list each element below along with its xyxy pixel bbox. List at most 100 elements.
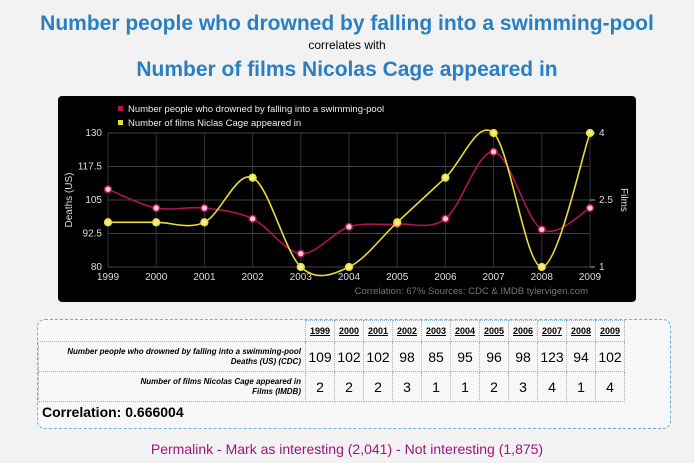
drownings-cell: 94 (566, 341, 596, 372)
drownings-cell: 85 (421, 341, 451, 372)
table-row-films: Number of films Nicolas Cage appeared in… (38, 371, 625, 402)
films-cell: 2 (305, 371, 335, 402)
chart-credit: Correlation: 67% Sources: CDC & IMDB tyl… (355, 286, 588, 297)
films-cell: 1 (421, 371, 451, 402)
chart-title-connector: correlates with (308, 38, 386, 52)
year-header: 2005 (479, 320, 509, 342)
link-separator: - (213, 441, 226, 457)
films-cell: 4 (595, 371, 625, 402)
x-tick-label: 2003 (290, 272, 313, 283)
films-cell: 3 (508, 371, 538, 402)
legend-swatch (118, 106, 123, 111)
y-tick-label: 80 (91, 262, 103, 273)
chart-panel: 80 92.5 105 117.5 130 1999 2000 2001 2002 2003 200… (58, 96, 636, 302)
chart-title-line3: Number of films Nicolas Cage appeared in (136, 58, 558, 81)
x-tick-label: 1999 (97, 272, 120, 283)
films-cell: 4 (537, 371, 567, 402)
x-tick-label: 2009 (579, 272, 602, 283)
link-separator: - (392, 441, 405, 457)
legend-label: Number people who drowned by falling int… (128, 104, 384, 115)
films-point (200, 218, 209, 227)
drownings-line (107, 150, 591, 255)
y-tick-label: 105 (85, 195, 102, 206)
table-row-drownings: Number people who drowned by falling int… (38, 341, 625, 372)
films-point (393, 218, 402, 227)
drownings-cell: 102 (334, 341, 364, 372)
drownings-cell: 98 (392, 341, 422, 372)
row-label-drownings-b: Deaths (US) (CDC) (230, 356, 301, 366)
year-header: 2006 (508, 320, 538, 342)
data-table-box: 1999 2000 2001 2002 2003 2004 2005 2006 2007 2008… (37, 319, 671, 429)
x-tick-label: 2007 (482, 272, 505, 283)
x-tick-label: 2004 (338, 272, 361, 283)
year-header: 1999 (305, 320, 335, 342)
films-cell: 2 (479, 371, 509, 402)
x-tick-label: 2001 (193, 272, 216, 283)
films-point (344, 262, 354, 272)
drownings-point (585, 203, 595, 213)
chart-title-line1: Number people who drowned by falling int… (40, 12, 654, 35)
films-point (152, 218, 161, 227)
drownings-cell: 95 (450, 341, 480, 372)
drownings-cell: 102 (363, 341, 393, 372)
drownings-point (152, 203, 161, 213)
y-axis-label: Deaths (US) (64, 172, 75, 227)
correlation-value: Correlation: 0.666004 (42, 404, 184, 420)
drownings-point (200, 203, 209, 213)
films-cell: 2 (363, 371, 393, 402)
films-cell: 3 (392, 371, 422, 402)
year-header: 2004 (450, 320, 480, 342)
drownings-cell: 102 (595, 341, 625, 372)
legend-label: Number of films Niclas Cage appeared in (128, 118, 301, 129)
x-tick-label: 2005 (386, 272, 409, 283)
not-interesting-link[interactable]: Not interesting (1,875) (404, 441, 544, 457)
x-tick-label: 2000 (145, 272, 168, 283)
year-header: 2000 (334, 320, 364, 342)
mark-interesting-link[interactable]: Mark as interesting (2,041) (225, 441, 393, 457)
row-label-films-a: Number of films Nicolas Cage appeared in (140, 376, 301, 386)
table-header-row: 1999 2000 2001 2002 2003 2004 2005 2006 2007 2008… (39, 320, 625, 342)
y2-tick-label: 2.5 (599, 195, 613, 206)
drownings-cell: 109 (305, 341, 335, 372)
year-header: 2008 (566, 320, 596, 342)
drownings-point (296, 249, 305, 258)
drownings-point (441, 214, 450, 223)
drownings-cell: 123 (537, 341, 567, 372)
drownings-point (103, 185, 113, 194)
y2-axis-label: Films (618, 188, 629, 212)
x-tick-label: 2008 (531, 272, 554, 283)
permalink-link[interactable]: Permalink (150, 441, 214, 457)
films-cell: 1 (450, 371, 480, 402)
legend-swatch (118, 120, 123, 125)
films-point (489, 128, 498, 138)
y-tick-label: 117.5 (78, 162, 103, 173)
x-tick-label: 2002 (241, 272, 264, 283)
line-chart: 80 92.5 105 117.5 130 1999 2000 2001 2002 2003 200… (64, 104, 629, 297)
films-point (537, 262, 546, 272)
row-label-drownings-a: Number people who drowned by falling int… (67, 346, 301, 356)
drownings-cell: 98 (508, 341, 538, 372)
year-header: 2009 (595, 320, 625, 342)
films-point (441, 173, 450, 182)
films-point (296, 262, 305, 272)
films-point (585, 128, 595, 138)
year-header: 2001 (363, 320, 393, 342)
table-corner (39, 321, 306, 342)
year-header: 2007 (537, 320, 567, 342)
row-label-films-b: Films (IMDB) (252, 386, 301, 396)
drownings-cell: 96 (479, 341, 509, 372)
x-tick-label: 2006 (434, 272, 457, 283)
y-tick-label: 92.5 (83, 229, 103, 240)
films-cell: 2 (334, 371, 364, 402)
y2-tick-label: 1 (599, 262, 605, 273)
data-table: 1999 2000 2001 2002 2003 2004 2005 2006 2007 2008… (38, 320, 625, 402)
drownings-point (344, 222, 354, 231)
drownings-point (537, 225, 546, 234)
y2-tick-label: 4 (599, 128, 605, 139)
action-links: Permalink - Mark as interesting (2,041) … (0, 441, 694, 457)
films-point (248, 173, 257, 182)
films-cell: 1 (566, 371, 596, 402)
drownings-point (248, 214, 257, 223)
year-header: 2002 (392, 320, 422, 342)
films-point (103, 218, 113, 227)
